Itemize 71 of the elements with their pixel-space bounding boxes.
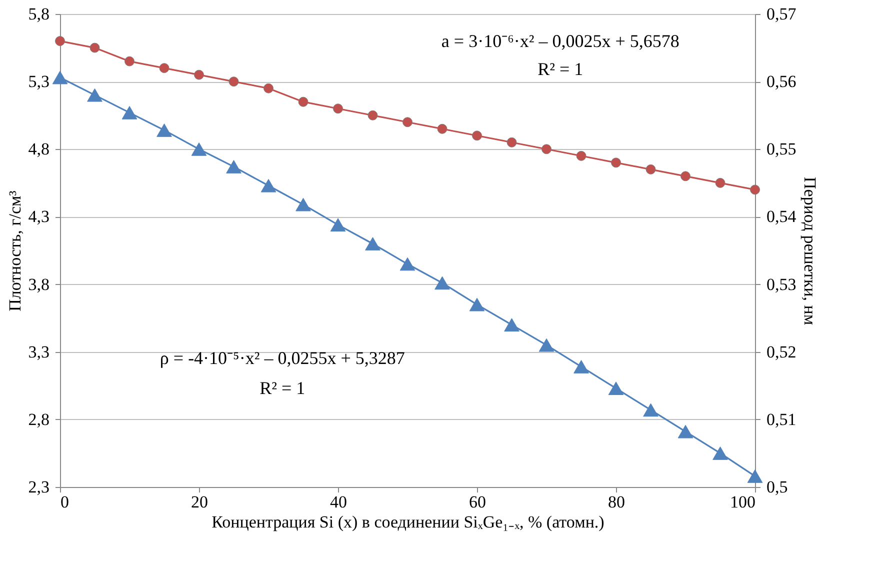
point [296, 198, 311, 212]
point [122, 106, 138, 120]
point [434, 276, 450, 290]
y2-tick-label: 0,5 [766, 478, 788, 496]
point [55, 36, 65, 46]
point [90, 42, 100, 53]
point [643, 403, 658, 417]
y-tick-label: 3,3 [28, 342, 50, 362]
point [228, 76, 239, 87]
point [156, 124, 172, 137]
y-tick-label: 2,3 [28, 478, 50, 496]
point [472, 130, 482, 141]
point [646, 164, 656, 174]
point [400, 257, 416, 271]
point [712, 446, 728, 460]
y2-tick-label: 0,56 [766, 72, 796, 92]
point [750, 184, 760, 195]
point [194, 70, 204, 80]
point [87, 88, 102, 102]
y2-axis-title: Период решетки, нм [800, 176, 820, 326]
y-tick-label: 5,8 [28, 4, 50, 24]
y-tick-label: 3,8 [28, 274, 50, 294]
point [226, 160, 242, 174]
point [608, 382, 624, 396]
point [504, 318, 520, 332]
point [469, 298, 485, 312]
point [365, 237, 380, 250]
y2-tick-label: 0,55 [766, 140, 796, 159]
point [747, 470, 763, 483]
y2-tick-label: 0,57 [766, 4, 797, 24]
point [611, 158, 621, 168]
x-tick-label: 60 [469, 492, 486, 512]
point [260, 178, 276, 192]
point [680, 171, 690, 182]
point [333, 104, 343, 114]
y2-tick-label: 0,54 [766, 207, 797, 226]
annotation: ρ = -4·10⁻⁵·x² – 0,0255x + 5,3287 [160, 348, 405, 368]
point [576, 150, 586, 161]
point [506, 137, 517, 148]
y-tick-label: 4,3 [28, 207, 50, 226]
y-tick-label: 4,8 [28, 140, 50, 159]
point [124, 56, 134, 66]
point [330, 218, 346, 232]
point [715, 178, 726, 188]
point [402, 117, 412, 128]
y2-tick-label: 0,53 [766, 274, 796, 294]
point [574, 360, 589, 374]
y2-tick-label: 0,52 [766, 342, 796, 362]
point [678, 424, 694, 438]
point [542, 144, 552, 154]
annotation: R² = 1 [260, 378, 306, 398]
x-tick-label: 20 [191, 492, 208, 512]
y2-tick-label: 0,51 [766, 410, 796, 429]
y-axis-title: Плотность, г/см³ [5, 190, 24, 312]
point [538, 338, 554, 352]
x-tick-label: 80 [608, 492, 625, 512]
point [437, 124, 448, 134]
point [298, 96, 308, 107]
y-tick-label: 5,3 [28, 72, 50, 92]
x-tick-label: 100 [730, 492, 756, 512]
point [368, 110, 378, 120]
point [52, 70, 68, 84]
x-tick-label: 0 [60, 492, 69, 512]
point [264, 83, 274, 94]
point [191, 142, 207, 156]
point [159, 63, 170, 74]
x-tick-label: 40 [330, 492, 347, 512]
annotation: R² = 1 [538, 59, 584, 79]
x-axis-title: Концентрация Si (x) в соединении SiₓGe₁₋ₓ, % (атомн.) [212, 512, 604, 532]
annotation: a = 3·10⁻⁶·x² – 0,0025x + 5,6578 [441, 31, 680, 51]
y-tick-label: 2,8 [28, 410, 50, 429]
